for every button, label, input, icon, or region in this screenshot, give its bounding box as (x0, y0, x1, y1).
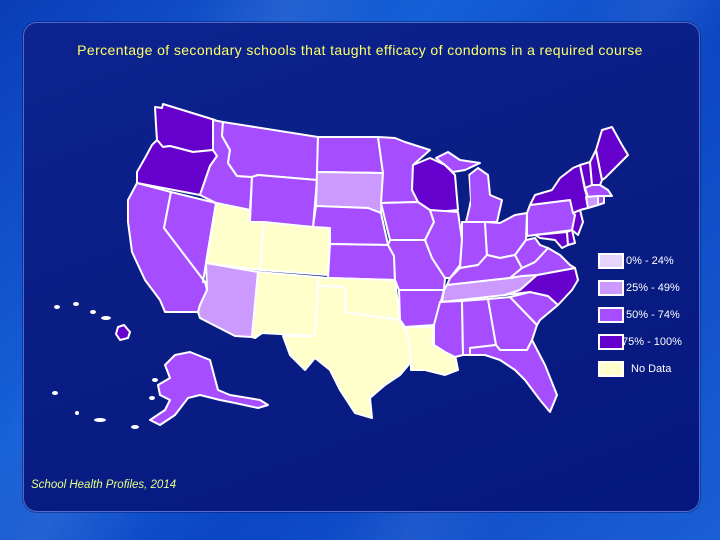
state-ct[interactable] (585, 195, 599, 209)
legend-swatch-0-24 (598, 253, 624, 269)
legend-item-25-49: 25% - 49% (598, 280, 708, 307)
island-outlines (52, 302, 158, 429)
state-mi-upper[interactable] (435, 151, 481, 173)
state-wa[interactable] (154, 103, 216, 153)
state-ks[interactable] (327, 243, 396, 281)
state-ri[interactable] (597, 195, 605, 206)
legend-item-0-24: 0% - 24% (598, 253, 708, 280)
map-states (115, 103, 629, 426)
legend-swatch-no-data (598, 361, 624, 377)
map-title: Percentage of secondary schools that tau… (77, 42, 643, 58)
state-il[interactable] (424, 209, 463, 279)
state-la[interactable] (404, 326, 459, 376)
legend-swatch-75-100 (598, 334, 624, 350)
state-nd[interactable] (316, 136, 384, 174)
legend-swatch-25-49 (598, 280, 624, 296)
state-hi[interactable] (115, 324, 131, 341)
state-ak[interactable] (149, 351, 269, 426)
legend-item-no-data: No Data (598, 361, 708, 388)
legend-swatch-50-74 (598, 307, 624, 323)
state-wy[interactable] (249, 174, 318, 228)
state-me[interactable] (595, 126, 629, 181)
lake-michigan (460, 170, 470, 218)
state-wv[interactable] (514, 237, 549, 269)
state-mt[interactable] (221, 121, 319, 181)
legend-label-75-100: 75% - 100% (622, 336, 682, 348)
state-fl[interactable] (469, 339, 558, 413)
source-citation: School Health Profiles, 2014 (31, 479, 177, 491)
legend-label-25-49: 25% - 49% (626, 282, 680, 294)
state-nh[interactable] (589, 149, 603, 186)
legend-label-no-data: No Data (631, 363, 672, 375)
state-de[interactable] (566, 229, 576, 246)
state-az[interactable] (197, 262, 259, 338)
legend-item-50-74: 50% - 74% (598, 307, 708, 334)
state-mi[interactable] (465, 167, 503, 223)
state-tx[interactable] (282, 285, 412, 419)
legend-label-0-24: 0% - 24% (626, 255, 674, 267)
state-co[interactable] (259, 221, 331, 276)
map-legend: 0% - 24% 25% - 49% 50% - 74% 75% - 100% … (598, 253, 708, 388)
legend-label-50-74: 50% - 74% (626, 309, 680, 321)
legend-item-75-100: 75% - 100% (598, 334, 708, 361)
state-nm[interactable] (251, 271, 319, 339)
state-ms[interactable] (433, 300, 464, 358)
